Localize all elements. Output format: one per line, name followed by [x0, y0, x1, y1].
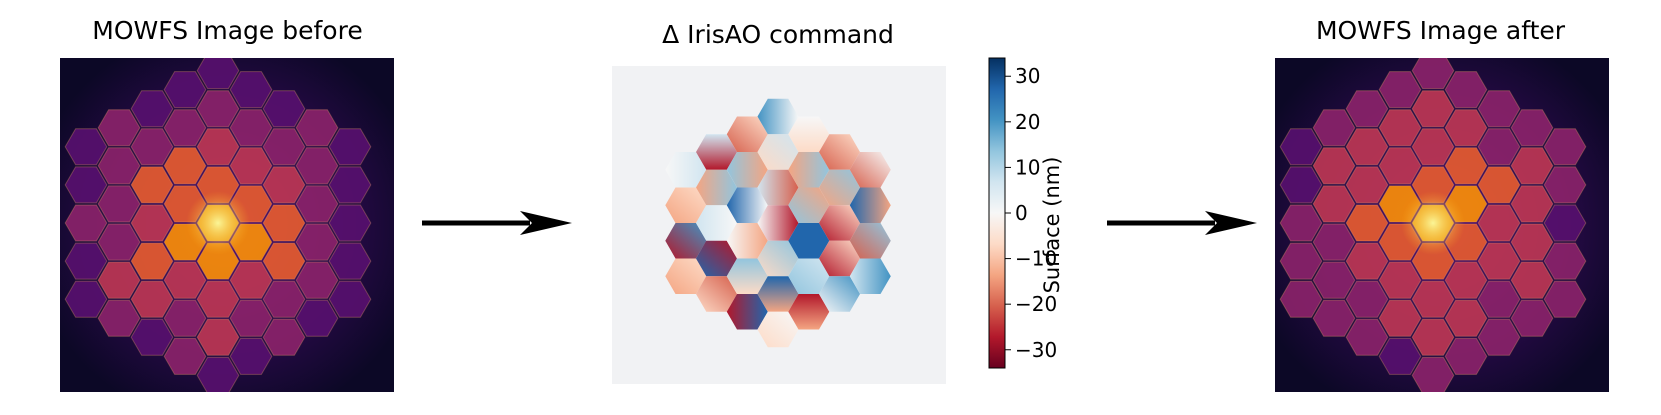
colorbar: 30 20 10 0 −10 −20 −30 [988, 57, 1057, 369]
colorbar-tick-label: 30 [1015, 64, 1040, 88]
colorbar-tick-label: 0 [1015, 201, 1028, 225]
mowfs-image-after [1275, 58, 1609, 392]
arrow-right-icon [1107, 211, 1257, 235]
colorbar-tick-label: −10 [1015, 247, 1057, 271]
after-image-title: MOWFS Image after [1315, 16, 1566, 45]
colorbar-tick-label: −20 [1015, 292, 1057, 316]
irisao-command-map [612, 66, 946, 384]
mowfs-image-before [60, 58, 394, 392]
colorbar-tick-label: 10 [1015, 155, 1040, 179]
arrow-right-icon [422, 211, 572, 235]
command-map-title: Δ IrisAO command [662, 20, 894, 49]
colorbar-tick-label: −30 [1015, 338, 1057, 362]
before-image-title: MOWFS Image before [92, 16, 363, 45]
colorbar-tick-label: 20 [1015, 110, 1040, 134]
colorbar-label: Surface (nm) [1040, 156, 1064, 294]
